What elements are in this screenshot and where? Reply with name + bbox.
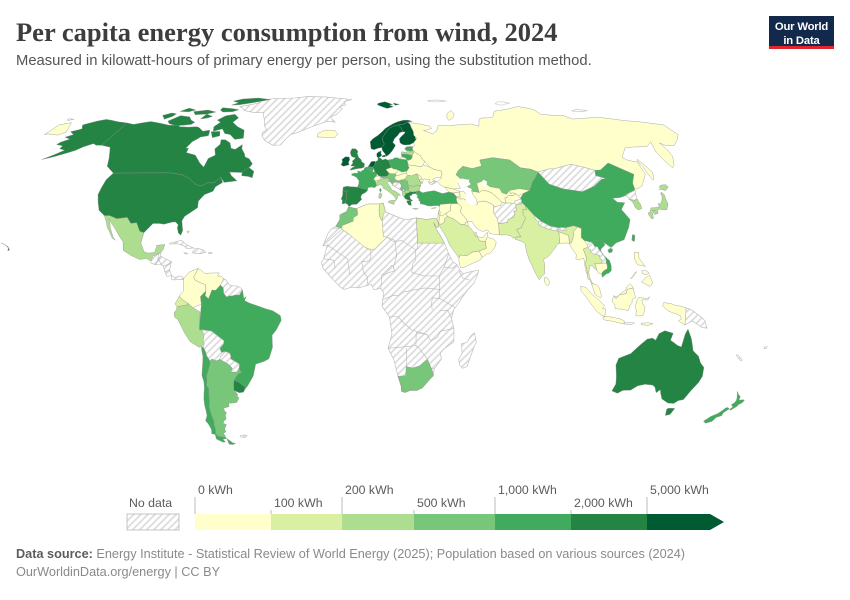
svg-text:5,000 kWh: 5,000 kWh: [650, 483, 709, 497]
svg-text:100 kWh: 100 kWh: [274, 496, 323, 510]
svg-text:No data: No data: [129, 496, 172, 510]
svg-text:500 kWh: 500 kWh: [417, 496, 466, 510]
svg-text:0 kWh: 0 kWh: [198, 483, 233, 497]
svg-text:2,000 kWh: 2,000 kWh: [574, 496, 633, 510]
svg-text:200 kWh: 200 kWh: [345, 483, 394, 497]
svg-text:1,000 kWh: 1,000 kWh: [498, 483, 557, 497]
